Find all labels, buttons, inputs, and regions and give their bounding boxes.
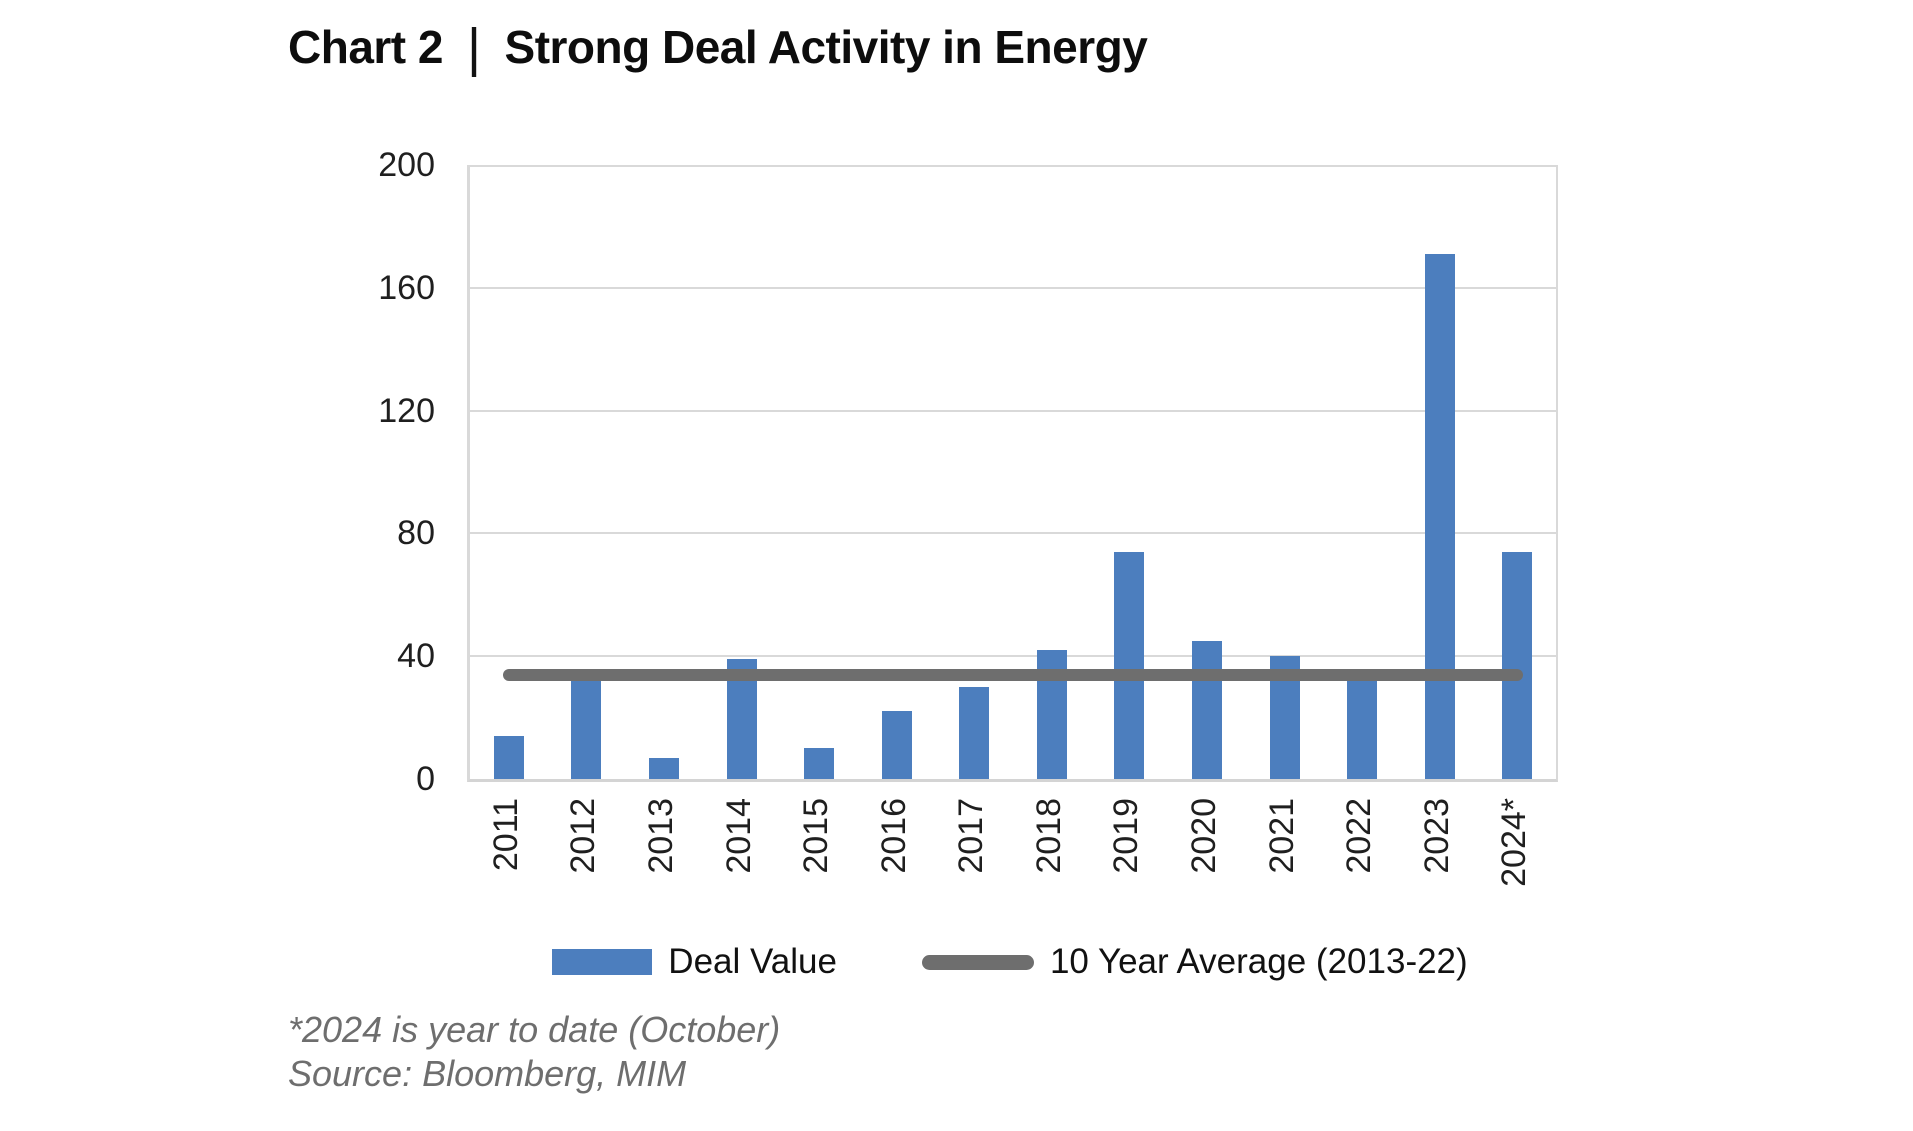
chart-title-main: Strong Deal Activity in Energy — [504, 21, 1148, 73]
y-tick-40: 40 — [397, 637, 435, 676]
x-tick-2020: 2020 — [1184, 798, 1223, 874]
footnote-source: Source: Bloomberg, MIM — [288, 1053, 687, 1094]
x-tick-2018: 2018 — [1029, 798, 1068, 874]
x-tick-2013: 2013 — [641, 798, 680, 874]
gridline-80 — [470, 532, 1556, 535]
x-tick-2015: 2015 — [797, 798, 836, 874]
chart-title: Chart 2 | Strong Deal Activity in Energy — [288, 18, 1148, 78]
footnotes: *2024 is year to date (October) Source: … — [288, 1008, 780, 1096]
x-tick-2022: 2022 — [1340, 798, 1379, 874]
x-tick-2011: 2011 — [486, 798, 525, 872]
x-tick-2019: 2019 — [1107, 798, 1146, 874]
x-tick-2021: 2021 — [1262, 798, 1301, 874]
y-tick-160: 160 — [378, 268, 435, 307]
bar-2016 — [881, 711, 912, 779]
legend-item-average: 10 Year Average (2013-22) — [921, 942, 1468, 982]
gridline-200 — [470, 165, 1556, 167]
x-tick-2017: 2017 — [952, 798, 991, 874]
x-tick-2023: 2023 — [1417, 798, 1456, 874]
chart-title-prefix: Chart 2 — [288, 21, 443, 73]
bar-2024 — [1502, 551, 1533, 779]
gridline-120 — [470, 409, 1556, 412]
ten-year-average-line — [502, 668, 1524, 681]
gridline-40 — [470, 655, 1556, 658]
footnote-ytd: *2024 is year to date (October) — [288, 1009, 781, 1050]
average-label: 10 Year Average (2013-22) — [1049, 942, 1468, 981]
x-tick-2016: 2016 — [874, 798, 913, 874]
bar-2020 — [1191, 640, 1222, 779]
bar-2022 — [1347, 677, 1378, 779]
y-tick-80: 80 — [397, 514, 435, 553]
y-tick-0: 0 — [416, 760, 435, 798]
x-tick-2012: 2012 — [564, 798, 603, 874]
x-tick-2024: 2024* — [1495, 798, 1534, 887]
deal-value-label: Deal Value — [668, 942, 837, 981]
bar-2013 — [648, 757, 679, 779]
bar-2015 — [804, 748, 835, 779]
deal-value-swatch — [552, 949, 653, 975]
x-tick-2014: 2014 — [719, 798, 758, 874]
average-line-swatch — [921, 954, 1034, 970]
y-tick-200: 200 — [378, 146, 435, 184]
legend-item-deal-value: Deal Value — [552, 942, 837, 982]
plot-area — [467, 165, 1558, 782]
gridline-160 — [470, 286, 1556, 289]
bar-2011 — [493, 736, 524, 779]
bar-2019 — [1114, 551, 1145, 779]
legend: Deal Value 10 Year Average (2013-22) — [467, 942, 1553, 982]
y-tick-120: 120 — [378, 391, 435, 430]
bar-2012 — [571, 677, 602, 779]
bar-2023 — [1424, 254, 1455, 779]
bar-2017 — [959, 686, 990, 779]
